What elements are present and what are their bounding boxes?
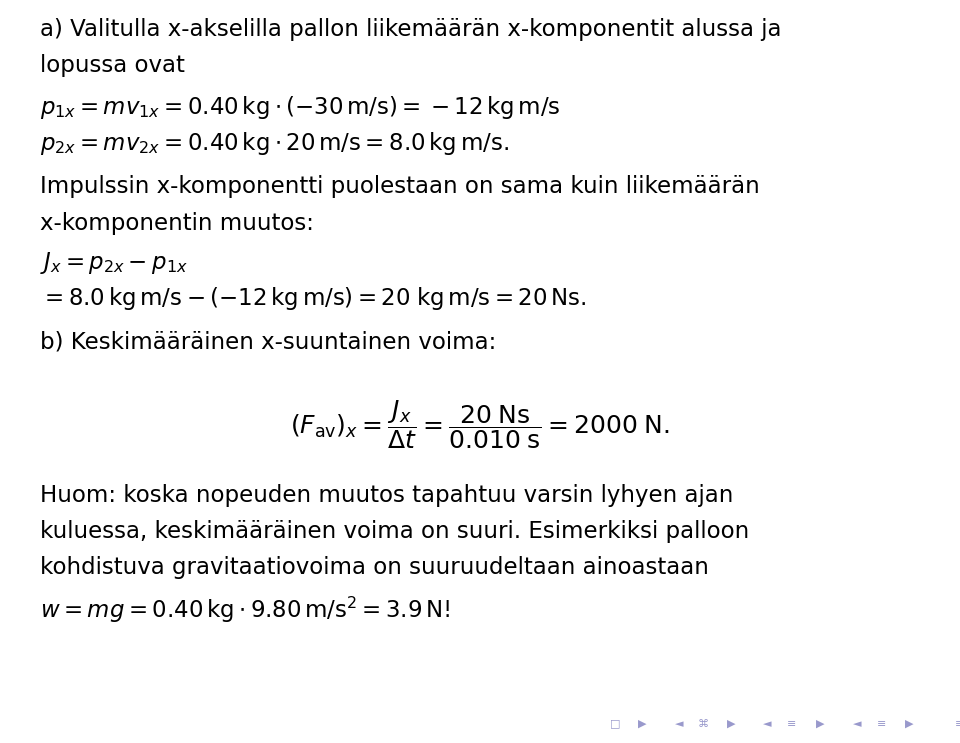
Text: ▶: ▶ [638,718,647,729]
Text: ◄: ◄ [852,718,861,729]
Text: ▶: ▶ [727,718,735,729]
Text: $w = mg = 0.40\,\mathrm{kg}\cdot 9.80\,\mathrm{m/s}^2 = 3.9\,\mathrm{N}!$: $w = mg = 0.40\,\mathrm{kg}\cdot 9.80\,\… [40,595,450,626]
Text: $J_x = p_{2x} - p_{1x}$: $J_x = p_{2x} - p_{1x}$ [40,250,188,276]
Text: Huom: koska nopeuden muutos tapahtuu varsin lyhyen ajan: Huom: koska nopeuden muutos tapahtuu var… [40,484,733,507]
Text: $p_{1x} = mv_{1x} = 0.40\,\mathrm{kg}\cdot(-30\,\mathrm{m/s}) = -12\,\mathrm{kg\: $p_{1x} = mv_{1x} = 0.40\,\mathrm{kg}\cd… [40,94,561,120]
Text: ◄: ◄ [675,718,684,729]
Text: Impulssin x-komponentti puolestaan on sama kuin liikemäärän: Impulssin x-komponentti puolestaan on sa… [40,175,760,198]
Text: ▶: ▶ [816,718,825,729]
Text: ⌘: ⌘ [698,718,709,729]
Text: ≡: ≡ [787,718,797,729]
Text: ≡: ≡ [955,718,960,729]
Text: kohdistuva gravitaatiovoima on suuruudeltaan ainoastaan: kohdistuva gravitaatiovoima on suuruudel… [40,557,709,580]
Text: ≡: ≡ [876,718,886,729]
Text: lopussa ovat: lopussa ovat [40,54,185,77]
Text: a) Valitulla x-akselilla pallon liikemäärän x-komponentit alussa ja: a) Valitulla x-akselilla pallon liikemää… [40,18,781,41]
Text: □: □ [610,718,620,729]
Text: ▶: ▶ [905,718,914,729]
Text: $= 8.0\,\mathrm{kg\,m/s} - (-12\,\mathrm{kg\,m/s}) = 20\;\mathrm{kg\,m/s} = 20\,: $= 8.0\,\mathrm{kg\,m/s} - (-12\,\mathrm… [40,285,587,312]
Text: b) Keskimääräinen x-suuntainen voima:: b) Keskimääräinen x-suuntainen voima: [40,331,496,354]
Text: ◄: ◄ [763,718,772,729]
Text: x-komponentin muutos:: x-komponentin muutos: [40,212,314,235]
Text: $(F_{\mathrm{av}})_x = \dfrac{J_x}{\Delta t} = \dfrac{20\;\mathrm{Ns}}{0.010\;\m: $(F_{\mathrm{av}})_x = \dfrac{J_x}{\Delt… [290,398,670,452]
Text: $p_{2x} = mv_{2x} = 0.40\,\mathrm{kg}\cdot 20\,\mathrm{m/s} = 8.0\,\mathrm{kg\,m: $p_{2x} = mv_{2x} = 0.40\,\mathrm{kg}\cd… [40,130,509,157]
Text: kuluessa, keskimääräinen voima on suuri. Esimerkiksi palloon: kuluessa, keskimääräinen voima on suuri.… [40,520,750,543]
